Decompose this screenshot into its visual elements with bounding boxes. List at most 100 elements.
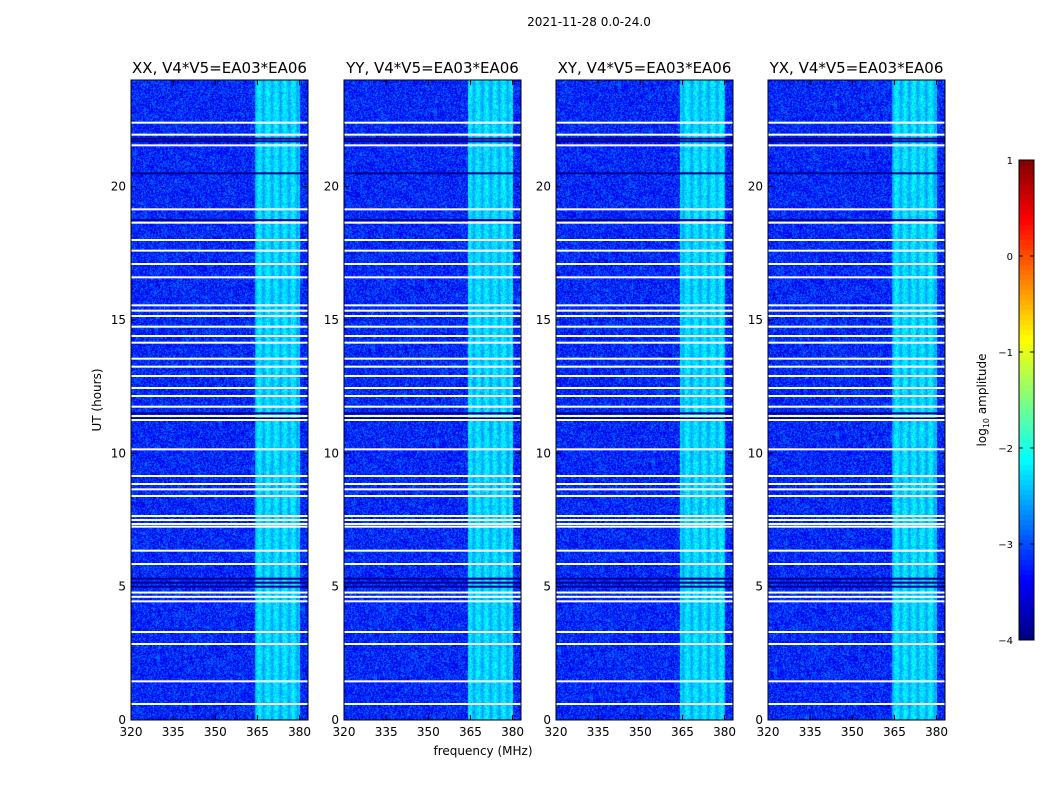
flagged-row: [131, 276, 308, 279]
flagged-row: [768, 341, 945, 344]
panel-title: XY, V4*V5=EA03*EA06: [558, 59, 732, 77]
flagged-row: [344, 341, 521, 344]
colorbar-segment: [1019, 570, 1034, 576]
flagged-row: [344, 525, 521, 528]
colorbar-segment: [1019, 595, 1034, 601]
flagged-row: [344, 239, 521, 241]
flagged-row: [768, 483, 945, 485]
colorbar-segment: [1019, 175, 1034, 181]
colorbar-tick-label: −4: [998, 636, 1013, 647]
panels-group: XX, V4*V5=EA03*EA06 320 335 350 365 380 0 5 10 15…: [111, 59, 948, 739]
flagged-row: [768, 315, 945, 317]
colorbar-segment: [1019, 270, 1034, 276]
y-tick-label: 10: [324, 446, 339, 460]
flagged-row: [556, 304, 733, 307]
flagged-row: [131, 208, 308, 211]
flagged-row: [768, 335, 945, 337]
flagged-row: [556, 335, 733, 337]
panel-heatmap: [556, 80, 733, 720]
flagged-row: [556, 515, 733, 517]
x-tick-label: 365: [883, 725, 906, 739]
x-tick-label: 365: [246, 725, 269, 739]
colorbar-segment: [1019, 380, 1034, 386]
dark-row: [131, 417, 308, 420]
colorbar-segment: [1019, 395, 1034, 401]
flagged-row: [556, 387, 733, 389]
flagged-row: [344, 309, 521, 312]
flagged-row: [768, 375, 945, 377]
flagged-row: [768, 263, 945, 265]
flagged-row: [344, 276, 521, 279]
flagged-row: [768, 405, 945, 408]
flagged-row: [556, 415, 733, 417]
flagged-row: [556, 419, 733, 421]
colorbar-segment: [1019, 230, 1034, 236]
flagged-row: [131, 395, 308, 397]
panel-title: YX, V4*V5=EA03*EA06: [769, 59, 944, 77]
colorbar-segment: [1019, 580, 1034, 586]
dark-row: [768, 585, 945, 588]
flagged-row: [131, 419, 308, 421]
colorbar-label: log10 amplitude: [975, 354, 991, 447]
panel-yx: YX, V4*V5=EA03*EA06 320 335 350 365 380 0 5 10 15…: [748, 59, 948, 739]
flagged-row: [556, 495, 733, 497]
colorbar-segment: [1019, 605, 1034, 611]
dark-row: [556, 577, 733, 580]
colorbar-segment: [1019, 415, 1034, 421]
colorbar-segment: [1019, 370, 1034, 376]
flagged-row: [768, 475, 945, 477]
flagged-row: [768, 121, 945, 124]
flagged-row: [768, 448, 945, 451]
flagged-row: [131, 144, 308, 147]
flagged-row: [768, 680, 945, 683]
y-tick-label: 0: [331, 713, 339, 727]
colorbar-segment: [1019, 180, 1034, 186]
flagged-row: [768, 304, 945, 307]
colorbar-segment: [1019, 355, 1034, 361]
colorbar-segment: [1019, 600, 1034, 606]
y-tick-label: 20: [324, 180, 339, 194]
colorbar-segment: [1019, 335, 1034, 341]
panel-frame: [767, 79, 946, 721]
flagged-row: [344, 325, 521, 328]
colorbar-label-rest: amplitude: [975, 354, 989, 418]
flagged-row: [556, 357, 733, 360]
x-tick-label: 320: [757, 725, 780, 739]
flagged-row: [768, 495, 945, 497]
flagged-row: [556, 680, 733, 683]
x-tick-label: 335: [375, 725, 398, 739]
colorbar-segment: [1019, 245, 1034, 251]
panel-title: XX, V4*V5=EA03*EA06: [132, 59, 307, 77]
dark-row: [131, 219, 308, 221]
colorbar-segment: [1019, 445, 1034, 451]
panel-frame: [555, 79, 734, 721]
dark-row: [556, 412, 733, 415]
flagged-row: [344, 595, 521, 598]
flagged-row: [344, 448, 521, 451]
flagged-row: [131, 357, 308, 360]
flagged-row: [131, 387, 308, 389]
flagged-row: [344, 549, 521, 552]
flagged-row: [344, 304, 521, 307]
flagged-row: [344, 357, 521, 360]
colorbar-segment: [1019, 375, 1034, 381]
flagged-row: [556, 475, 733, 477]
x-tick-label: 365: [459, 725, 482, 739]
colorbar-label-sub: 10: [982, 418, 991, 428]
flagged-row: [131, 523, 308, 525]
flagged-row: [768, 221, 945, 224]
flagged-row: [556, 519, 733, 521]
colorbar-segment: [1019, 615, 1034, 621]
colorbar-segment: [1019, 340, 1034, 346]
x-tick-label: 335: [799, 725, 822, 739]
x-tick-label: 350: [629, 725, 652, 739]
flagged-row: [556, 600, 733, 603]
flagged-row: [768, 703, 945, 705]
dark-row: [344, 172, 521, 175]
colorbar-segment: [1019, 365, 1034, 371]
colorbar-segment: [1019, 165, 1034, 171]
flagged-row: [344, 419, 521, 421]
flagged-row: [768, 365, 945, 368]
dark-row: [131, 172, 308, 175]
flagged-row: [768, 395, 945, 397]
